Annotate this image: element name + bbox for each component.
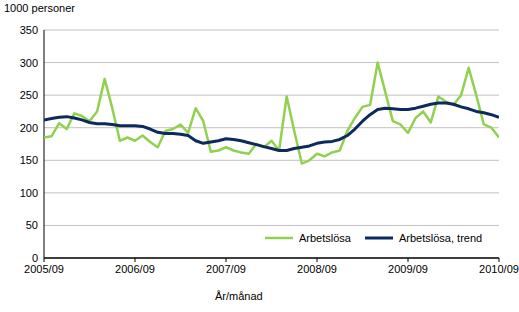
x-tick [135, 258, 136, 262]
y-tick-label: 250 [20, 89, 38, 101]
legend-label: Arbetslösa, trend [399, 232, 482, 244]
y-tick-label: 200 [20, 122, 38, 134]
y-tick-label: 100 [20, 187, 38, 199]
x-axis [44, 258, 499, 259]
y-tick-label: 350 [20, 24, 38, 36]
x-tick [499, 258, 500, 262]
legend-swatch [265, 237, 293, 240]
chart: 0501001502002503003502005/092006/092007/… [0, 0, 519, 312]
grid-line [44, 225, 499, 226]
y-tick-label: 50 [26, 219, 38, 231]
y-axis [44, 30, 45, 258]
grid-line [44, 95, 499, 96]
grid-line [44, 160, 499, 161]
plot-lines [44, 63, 499, 164]
legend-label: Arbetslösa [299, 232, 352, 244]
y-tick-label: 300 [20, 57, 38, 69]
x-axis-label: År/månad [215, 290, 263, 302]
series-line [44, 103, 499, 151]
x-tick [226, 258, 227, 262]
x-tick-label: 2006/09 [115, 263, 155, 275]
x-tick-label: 2005/09 [24, 263, 64, 275]
x-tick-label: 2008/09 [297, 263, 337, 275]
legend-swatch [365, 237, 393, 240]
legend: Arbetslösa Arbetslösa, trend [265, 232, 482, 244]
grid-line [44, 30, 499, 31]
x-tick [44, 258, 45, 262]
grid-line [44, 192, 499, 193]
grid-line [44, 62, 499, 63]
series-line [44, 63, 499, 164]
x-tick-label: 2007/09 [206, 263, 246, 275]
x-tick [408, 258, 409, 262]
y-tick-label: 150 [20, 154, 38, 166]
grid-line [44, 127, 499, 128]
grid-line [44, 258, 499, 259]
x-tick-label: 2010/09 [479, 263, 519, 275]
x-tick [317, 258, 318, 262]
y-axis-label: 1000 personer [4, 2, 75, 14]
x-tick-label: 2009/09 [388, 263, 428, 275]
